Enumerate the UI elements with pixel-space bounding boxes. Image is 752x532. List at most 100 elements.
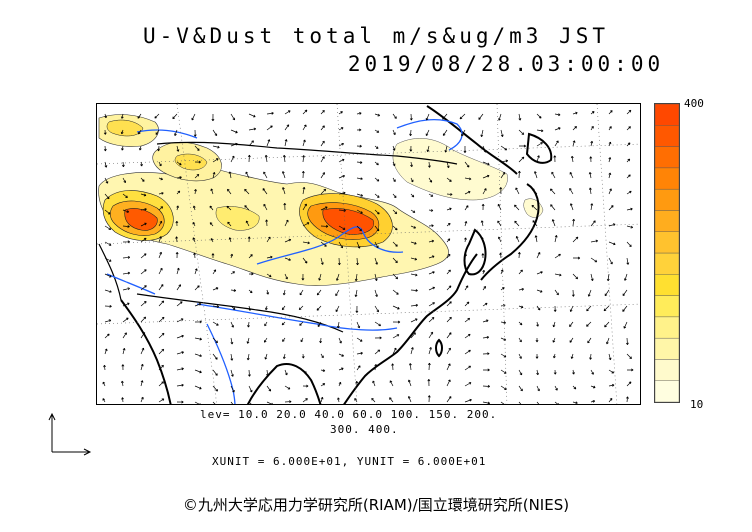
wind-arrow — [244, 188, 250, 195]
wind-arrow — [104, 161, 108, 168]
wind-arrow — [335, 305, 340, 312]
wind-arrow — [569, 305, 574, 312]
wind-arrow — [497, 220, 502, 227]
wind-arrow — [392, 129, 396, 136]
wind-arrow — [284, 400, 292, 404]
chart-title: U-V&Dust total m/s&ug/m3 JST — [142, 24, 609, 48]
wind-arrow — [230, 353, 234, 361]
wind-arrow — [122, 240, 130, 244]
wind-arrow — [410, 303, 419, 307]
wind-arrow — [482, 319, 489, 323]
wind-arrow — [626, 353, 632, 359]
wind-arrow — [428, 347, 432, 355]
wind-arrow — [535, 337, 539, 343]
wind-arrow — [392, 193, 397, 199]
wind-arrow — [338, 209, 346, 212]
border-west — [98, 243, 122, 301]
wind-arrow — [428, 331, 434, 339]
wind-arrow — [410, 332, 416, 339]
wind-arrow — [194, 353, 202, 358]
wind-arrow — [248, 254, 253, 259]
wind-arrow — [264, 353, 268, 360]
wind-arrow — [319, 337, 323, 344]
wind-arrow — [410, 161, 413, 168]
wind-arrow — [301, 170, 305, 179]
wind-arrow — [122, 225, 130, 228]
wind-arrow — [158, 381, 164, 387]
wind-arrow — [518, 287, 525, 291]
wind-arrow — [608, 188, 612, 195]
colorbar-swatch — [654, 125, 680, 147]
wind-arrow — [175, 236, 179, 243]
wind-arrow — [392, 305, 400, 310]
wind-arrow — [428, 224, 434, 228]
wind-arrow — [248, 140, 254, 147]
wind-arrow — [338, 367, 344, 371]
wind-arrow — [446, 177, 452, 182]
wind-arrow — [158, 161, 162, 167]
wind-arrow — [608, 383, 615, 387]
colorbar-swatch — [654, 295, 680, 318]
wind-arrow — [464, 205, 469, 211]
wind-arrow — [211, 113, 215, 122]
japan-hokkaido — [525, 132, 553, 164]
wind-arrow — [338, 337, 342, 344]
wind-arrow — [158, 364, 164, 371]
wind-arrow — [282, 187, 286, 195]
wind-arrow — [104, 177, 109, 184]
wind-arrow — [500, 401, 507, 404]
wind-arrow — [284, 385, 291, 390]
graticule — [97, 104, 640, 404]
wind-arrow — [518, 385, 523, 392]
wind-arrow — [194, 160, 201, 164]
wind-arrow — [446, 285, 452, 291]
wind-arrow — [500, 337, 507, 341]
wind-arrow — [410, 347, 414, 355]
wind-arrow — [230, 155, 235, 163]
wind-arrow — [464, 253, 467, 259]
wind-arrow — [122, 302, 130, 307]
wind-arrow — [120, 380, 124, 387]
wind-arrow — [264, 337, 268, 343]
wind-arrow — [337, 257, 341, 266]
wind-arrow — [518, 144, 527, 148]
wind-arrow — [194, 385, 202, 390]
wind-arrow — [428, 255, 435, 259]
wind-arrow — [464, 382, 472, 387]
wind-arrow — [248, 385, 253, 393]
wind-arrow — [446, 363, 451, 371]
wind-arrow — [572, 218, 576, 227]
wind-arrow — [536, 321, 539, 327]
wind-arrow — [464, 177, 472, 181]
wind-arrow — [230, 113, 236, 121]
wind-arrow — [299, 321, 304, 326]
wind-arrow — [389, 380, 394, 387]
wind-arrow — [299, 289, 304, 296]
wind-arrow — [122, 347, 126, 355]
wind-arrow — [428, 317, 435, 323]
wind-arrow — [210, 238, 214, 243]
wind-arrow — [282, 337, 286, 342]
colorbar-swatch — [654, 274, 680, 296]
dust-region-japan — [523, 198, 544, 218]
wind-arrow — [587, 289, 592, 297]
river-yellow — [256, 226, 404, 265]
colorbar-swatch — [654, 316, 680, 339]
wind-arrow — [554, 127, 561, 131]
wind-arrow — [176, 190, 181, 195]
wind-arrow — [518, 156, 525, 163]
wind-arrow — [428, 286, 436, 291]
wind-arrow — [281, 321, 286, 326]
wind-arrow — [248, 272, 254, 276]
wind-arrow — [536, 129, 544, 133]
wind-arrow — [356, 351, 363, 355]
wind-arrow — [245, 171, 250, 179]
wind-arrow — [212, 305, 220, 309]
wind-arrow — [284, 257, 291, 261]
wind-arrow — [176, 383, 184, 387]
wind-arrow — [192, 237, 196, 243]
wind-arrow — [624, 273, 628, 281]
wind-arrow — [103, 129, 107, 135]
dust-patch-nw2 — [106, 119, 144, 137]
wind-arrow — [407, 396, 412, 403]
